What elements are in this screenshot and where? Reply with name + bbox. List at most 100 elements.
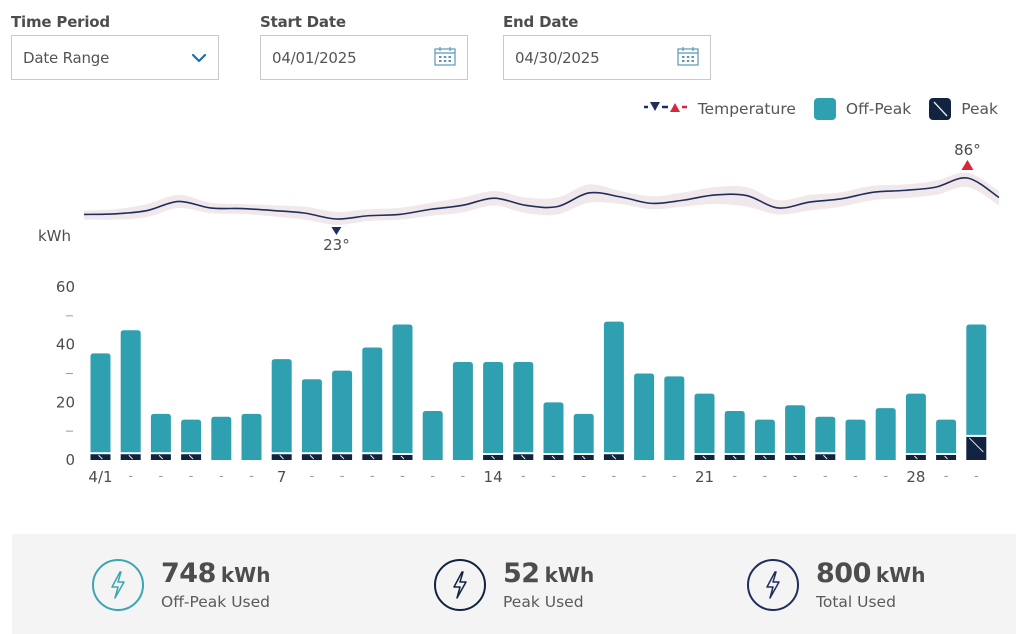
off-peak-bar[interactable]	[785, 405, 806, 453]
off-peak-bar[interactable]	[573, 413, 594, 453]
off-peak-bar[interactable]	[392, 324, 413, 453]
bar-group[interactable]	[724, 410, 745, 460]
bar-group[interactable]	[211, 416, 232, 460]
off-peak-bar[interactable]	[664, 376, 685, 460]
peak-hatch	[732, 455, 737, 460]
bar-group[interactable]	[905, 393, 926, 460]
bar-group[interactable]	[664, 376, 685, 460]
bar-group[interactable]	[483, 361, 504, 460]
peak-hatch	[793, 455, 797, 460]
y-tick-label: 40	[56, 336, 75, 354]
legend-peak[interactable]: Peak	[929, 98, 998, 120]
bar-group[interactable]	[181, 419, 202, 460]
start-date-input[interactable]: 04/01/2025	[260, 35, 468, 80]
bar-group[interactable]	[90, 353, 111, 460]
off-peak-bar[interactable]	[634, 373, 655, 461]
bar-group[interactable]	[573, 413, 594, 460]
bar-group[interactable]	[120, 330, 141, 460]
bar-group[interactable]	[513, 361, 534, 460]
time-period-select[interactable]: Date Range	[11, 35, 219, 80]
peak-hatch	[309, 454, 315, 460]
off-peak-bar[interactable]	[513, 361, 534, 453]
off-peak-bar[interactable]	[875, 408, 896, 460]
peak-hatch	[188, 454, 194, 460]
off-peak-bar[interactable]	[241, 413, 262, 460]
off-peak-bar[interactable]	[483, 361, 504, 453]
peak-hatch	[370, 454, 375, 460]
peak-bar[interactable]	[966, 436, 987, 460]
off-peak-bar[interactable]	[120, 330, 141, 453]
bar-group[interactable]	[362, 347, 383, 460]
bar-group[interactable]	[936, 419, 957, 460]
bar-group[interactable]	[754, 419, 775, 460]
bar-group[interactable]	[966, 324, 987, 460]
bar-group[interactable]	[634, 373, 655, 461]
usage-summary: 748 kWh Off-Peak Used 52 kWh Peak Used 8…	[12, 534, 1016, 634]
legend-temperature[interactable]: Temperature	[643, 100, 796, 118]
bar-group[interactable]	[815, 416, 836, 460]
off-peak-bar[interactable]	[724, 410, 745, 453]
peak-hatch	[128, 454, 133, 460]
off-peak-bar[interactable]	[936, 419, 957, 453]
start-date-field: Start Date 04/01/2025	[260, 10, 468, 80]
calendar-icon[interactable]	[434, 46, 456, 70]
off-peak-bar[interactable]	[603, 321, 624, 453]
bar-group[interactable]	[332, 370, 353, 460]
x-tick-label: -	[642, 469, 647, 484]
x-tick-label: 14	[484, 468, 503, 486]
bar-group[interactable]	[271, 359, 292, 460]
bar-group[interactable]	[150, 413, 171, 460]
peak-label: Peak Used	[503, 593, 584, 611]
x-tick-label: -	[612, 469, 617, 484]
off-peak-bar[interactable]	[181, 419, 202, 453]
x-tick-label: -	[793, 469, 798, 484]
y-tick-label: 0	[65, 451, 75, 469]
legend-temperature-label: Temperature	[697, 100, 796, 118]
bar-group[interactable]	[875, 408, 896, 460]
y-tick-label: 20	[56, 393, 75, 411]
bar-group[interactable]	[392, 324, 413, 460]
off-peak-bar[interactable]	[452, 361, 473, 460]
off-peak-bar[interactable]	[694, 393, 715, 453]
off-peak-bar[interactable]	[301, 379, 322, 453]
end-date-input[interactable]: 04/30/2025	[503, 35, 711, 80]
bar-group[interactable]	[694, 393, 715, 460]
end-date-label: End Date	[503, 13, 579, 31]
off-peak-stat: 748 kWh Off-Peak Used	[92, 558, 270, 611]
off-peak-bar[interactable]	[966, 324, 987, 435]
bar-group[interactable]	[422, 410, 443, 460]
off-peak-bar[interactable]	[211, 416, 232, 460]
off-peak-bar[interactable]	[271, 359, 292, 453]
off-peak-bar[interactable]	[754, 419, 775, 453]
bar-group[interactable]	[543, 402, 564, 460]
bar-group[interactable]	[845, 419, 866, 460]
bar-group[interactable]	[785, 405, 806, 460]
legend-off-peak[interactable]: Off-Peak	[813, 98, 911, 120]
y-tick-label: 60	[56, 278, 75, 296]
peak-hatch	[611, 454, 617, 460]
peak-hatch	[339, 454, 345, 460]
peak-unit: kWh	[544, 563, 595, 587]
bar-group[interactable]	[603, 321, 624, 460]
bars	[90, 321, 987, 461]
calendar-icon[interactable]	[677, 46, 699, 70]
off-peak-bar[interactable]	[90, 353, 111, 453]
temperature-range-band	[84, 172, 999, 225]
off-peak-swatch-icon	[813, 98, 836, 120]
end-date-field: End Date 04/30/2025	[503, 10, 711, 80]
off-peak-bar[interactable]	[362, 347, 383, 453]
off-peak-bar[interactable]	[845, 419, 866, 460]
bar-group[interactable]	[452, 361, 473, 460]
y-axis: 0 20 40 60	[56, 278, 75, 469]
off-peak-bar[interactable]	[815, 416, 836, 453]
bar-group[interactable]	[301, 379, 322, 460]
off-peak-bar[interactable]	[332, 370, 353, 453]
off-peak-bar[interactable]	[543, 402, 564, 453]
off-peak-bar[interactable]	[422, 410, 443, 460]
off-peak-bar[interactable]	[150, 413, 171, 453]
x-tick-label: 7	[277, 468, 287, 486]
bar-group[interactable]	[241, 413, 262, 460]
off-peak-unit: kWh	[220, 563, 271, 587]
off-peak-bar[interactable]	[905, 393, 926, 453]
time-period-label: Time Period	[11, 13, 110, 31]
